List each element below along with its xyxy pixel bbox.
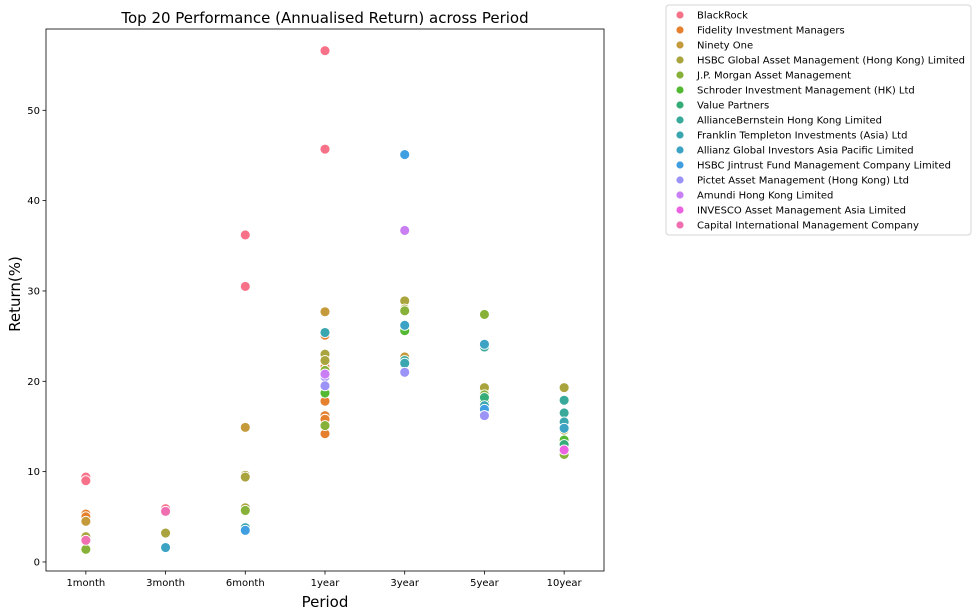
data-point	[319, 355, 331, 366]
data-point	[239, 471, 251, 483]
data-point	[399, 366, 411, 378]
data-point	[319, 327, 331, 338]
data-point	[319, 368, 331, 380]
y-axis-title: Return(%)	[6, 256, 24, 332]
y-tick-label: 10	[27, 467, 40, 478]
x-tick-label: 5year	[470, 578, 500, 589]
data-point	[319, 380, 331, 392]
data-point	[558, 444, 570, 456]
legend-marker	[675, 220, 685, 230]
data-point	[319, 45, 331, 57]
y-tick-label: 40	[27, 196, 40, 207]
legend-label: Capital International Management Company	[697, 221, 919, 232]
legend-label: Ninety One	[697, 41, 753, 52]
legend: BlackRock Fidelity Investment Managers Nin…	[665, 4, 972, 236]
legend-marker	[675, 205, 685, 215]
chart-title: Top 20 Performance (Annualised Return) a…	[120, 9, 528, 27]
legend-marker	[675, 55, 685, 65]
x-tick-label: 6month	[226, 578, 265, 589]
x-tick-label: 3month	[146, 578, 185, 589]
legend-marker	[675, 130, 685, 140]
legend-label: INVESCO Asset Management Asia Limited	[697, 206, 906, 217]
plot-area: 0 10 20 30 40 50 1month 3month 6month 1year 3year 5…	[27, 28, 605, 589]
x-tick-label: 1year	[311, 578, 341, 589]
data-point	[399, 149, 411, 161]
legend-marker	[675, 115, 685, 125]
y-tick-label: 0	[34, 557, 40, 568]
x-tick-label: 3year	[390, 578, 420, 589]
data-point	[478, 309, 490, 320]
x-axis-title: Period	[302, 593, 349, 611]
data-point	[239, 421, 251, 433]
data-point	[558, 394, 570, 406]
legend-marker	[675, 70, 685, 80]
data-point	[399, 319, 411, 331]
legend-marker	[675, 40, 685, 50]
data-point	[80, 515, 92, 527]
legend-label: Value Partners	[697, 101, 769, 112]
data-point	[80, 475, 92, 487]
legend-box	[665, 4, 972, 236]
legend-marker	[675, 100, 685, 110]
data-point	[239, 524, 251, 536]
data-point	[319, 306, 331, 318]
x-tick-label: 10year	[547, 578, 583, 589]
data-point	[160, 505, 172, 517]
legend-marker	[675, 190, 685, 200]
data-point	[319, 420, 331, 432]
y-tick-label: 20	[27, 377, 40, 388]
legend-label: Fidelity Investment Managers	[697, 26, 845, 37]
legend-label: BlackRock	[697, 11, 748, 22]
legend-label: HSBC Global Asset Management (Hong Kong)…	[697, 56, 965, 67]
data-point	[239, 229, 251, 241]
data-point	[319, 143, 331, 155]
data-point	[160, 542, 172, 553]
data-point	[558, 422, 570, 434]
legend-marker	[675, 25, 685, 35]
legend-marker	[675, 160, 685, 170]
legend-marker	[675, 145, 685, 155]
legend-label: Schroder Investment Management (HK) Ltd	[697, 86, 915, 97]
y-tick-label: 30	[27, 286, 40, 297]
data-point	[239, 281, 251, 292]
legend-marker	[675, 10, 685, 20]
data-point	[399, 224, 411, 236]
data-point	[558, 407, 570, 419]
y-tick-label: 50	[27, 106, 40, 117]
legend-label: Amundi Hong Kong Limited	[697, 191, 833, 202]
x-tick-label: 1month	[66, 578, 105, 589]
legend-label: HSBC Jintrust Fund Management Company Li…	[697, 161, 951, 172]
data-point	[80, 534, 92, 546]
data-point	[80, 543, 92, 555]
data-point	[399, 357, 411, 369]
legend-label: AllianceBernstein Hong Kong Limited	[697, 116, 882, 127]
data-point	[478, 338, 490, 350]
legend-marker	[675, 175, 685, 185]
data-point	[239, 505, 251, 516]
data-point	[160, 527, 172, 539]
data-point	[399, 305, 411, 317]
legend-label: J.P. Morgan Asset Management	[696, 71, 851, 82]
legend-label: Franklin Templeton Investments (Asia) Lt…	[697, 131, 907, 142]
data-point	[558, 382, 570, 394]
legend-marker	[675, 85, 685, 95]
legend-label: Allianz Global Investors Asia Pacific Li…	[697, 146, 914, 157]
data-point	[478, 410, 490, 422]
legend-label: Pictet Asset Management (Hong Kong) Ltd	[697, 176, 909, 187]
